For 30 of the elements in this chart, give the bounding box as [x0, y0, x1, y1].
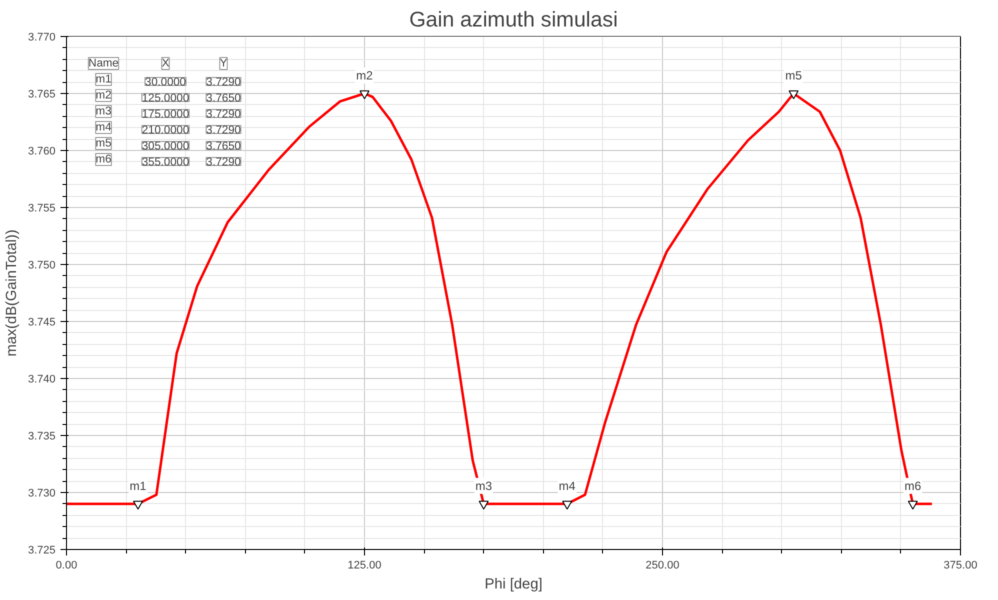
annotation: m4 — [558, 478, 576, 493]
x-axis-title: Phi [deg] — [484, 576, 542, 592]
y-tick-label: 3.765 — [28, 88, 56, 100]
text: m2 125.0000 3.7650 — [96, 90, 241, 104]
y-tick-label: 3.760 — [28, 146, 56, 158]
text: m3 175.0000 3.7290 — [96, 106, 241, 120]
text: m1 30.0000 3.7290 — [96, 74, 241, 88]
annotation: m5 — [785, 68, 802, 82]
y-tick-label: 3.745 — [28, 316, 56, 328]
text: Name X Y — [88, 58, 228, 70]
x-tick-label: 0.00 — [56, 560, 78, 572]
annotation: m2 — [356, 68, 374, 82]
y-tick-label: 3.755 — [28, 202, 56, 214]
y-tick-label: 3.770 — [28, 32, 56, 44]
y-tick-label: 3.735 — [28, 430, 56, 442]
annotation: m3 — [475, 478, 492, 493]
y-tick-label: 3.740 — [28, 374, 56, 386]
annotation: m1 — [130, 478, 147, 493]
x-tick-label: 125.00 — [348, 560, 382, 572]
text: m4 210.0000 3.7290 — [96, 122, 241, 136]
y-axis-title: max(dB(GainTotal)) — [4, 229, 20, 357]
text: m5 305.0000 3.7650 — [96, 138, 241, 152]
y-tick-label: 3.725 — [28, 544, 56, 556]
chart-title: Gain azimuth simulasi — [409, 8, 618, 32]
x-tick-label: 250.00 — [646, 560, 680, 572]
y-tick-label: 3.750 — [28, 260, 56, 272]
annotation: m6 — [904, 478, 922, 493]
text: m6 355.0000 3.7290 — [96, 154, 241, 168]
x-tick-label: 375.00 — [944, 560, 978, 572]
y-tick-label: 3.730 — [28, 488, 56, 500]
